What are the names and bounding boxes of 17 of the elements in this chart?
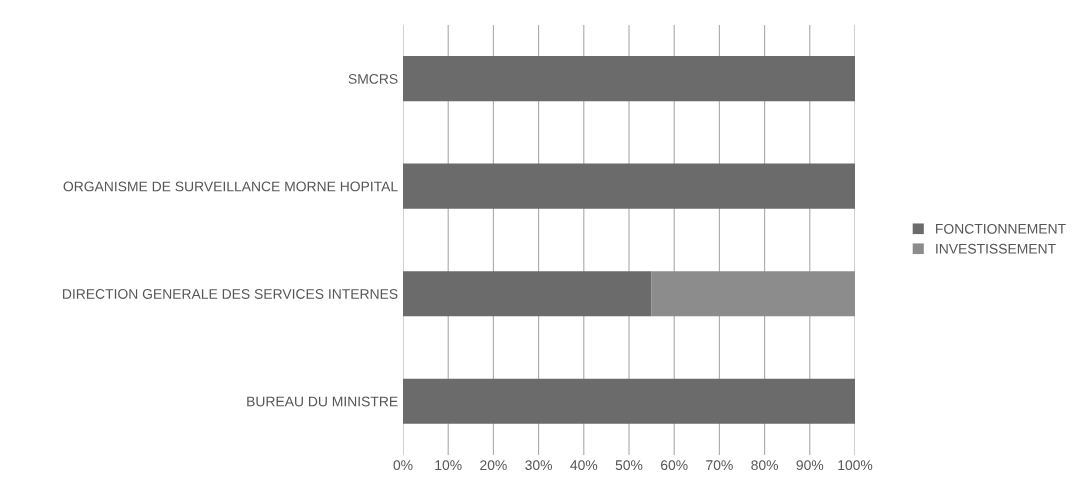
x-tick-label: 80% xyxy=(751,460,779,471)
y-tick-label: SMCRS xyxy=(348,74,398,84)
x-tick-label: 40% xyxy=(570,460,598,471)
x-tick-label: 20% xyxy=(480,460,507,471)
legend-label: FONCTIONNEMENT xyxy=(936,223,1066,234)
x-tick-label: 100% xyxy=(838,460,873,471)
x-tick-label: 50% xyxy=(615,460,643,471)
y-tick-label: BUREAU DU MINISTRE xyxy=(247,396,398,407)
x-tick-label: 10% xyxy=(435,460,462,471)
y-tick-label: ORGANISME DE SURVEILLANCE MORNE HOPITAL xyxy=(63,181,398,192)
x-tick-label: 70% xyxy=(706,460,733,471)
x-tick-label: 90% xyxy=(796,460,824,471)
x-tick-label: 0% xyxy=(393,460,413,471)
x-tick-label: 60% xyxy=(661,460,688,471)
y-tick-label: DIRECTION GENERALE DES SERVICES INTERNES xyxy=(63,289,398,299)
x-tick-label: 30% xyxy=(525,460,553,471)
legend-label: INVESTISSEMENT xyxy=(936,243,1056,254)
